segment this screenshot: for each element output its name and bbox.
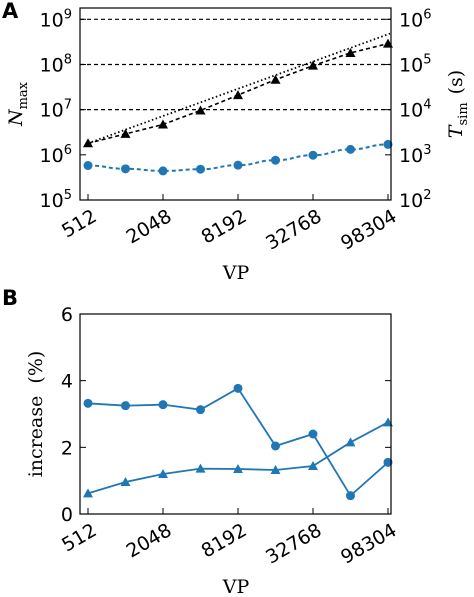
x-tick-label: 32768: [262, 205, 325, 254]
y-tick-label: 4: [61, 371, 73, 393]
panel-a-y-right-label: Tsim(s): [445, 70, 471, 138]
panel-a-markers: [83, 38, 393, 176]
x-tick-label: 2048: [123, 519, 176, 562]
data-point-circle: [346, 491, 355, 501]
y-right-tick-label: 106: [399, 7, 431, 31]
data-point-circle: [308, 429, 318, 439]
data-point-triangle: [158, 469, 168, 478]
data-point-triangle: [158, 119, 168, 129]
panel-b-label: B: [2, 286, 18, 310]
data-point-circle: [196, 164, 205, 174]
data-point-triangle: [345, 437, 356, 447]
data-point-circle: [121, 164, 130, 174]
x-tick-label: 32768: [262, 519, 325, 568]
y-tick-label: 0: [61, 504, 73, 526]
data-point-triangle: [83, 488, 93, 498]
panel-a-y-left-ticks: 105 106 107 108 109: [40, 7, 86, 212]
data-point-circle: [233, 160, 243, 170]
y-right-tick-label: 105: [399, 52, 431, 76]
panel-b-x-label: VP: [222, 576, 250, 597]
panel-b-y-ticks: 0 2 4 6: [61, 304, 391, 526]
y-tick-label: 107: [40, 98, 72, 122]
panel-a-x-label: VP: [222, 262, 250, 284]
data-point-triangle: [195, 105, 206, 115]
data-point-triangle: [120, 477, 131, 486]
panel-b-markers: [83, 383, 393, 501]
data-point-triangle: [83, 138, 93, 148]
y-right-tick-label: 103: [399, 143, 431, 167]
data-point-triangle: [308, 461, 318, 470]
panel-b-x-ticks: 512 2048 8192 32768 98304: [58, 508, 401, 569]
y-right-tick-label: 102: [399, 188, 431, 212]
data-point-triangle: [270, 74, 281, 84]
y-tick-label: 2: [61, 437, 73, 459]
data-point-circle: [271, 155, 280, 165]
data-point-circle: [83, 161, 93, 171]
data-point-triangle: [233, 464, 243, 473]
data-point-circle: [346, 144, 355, 154]
panel-b-plot-frame: [79, 313, 392, 515]
x-tick-label: 8192: [198, 205, 251, 248]
x-tick-label: 512: [58, 205, 100, 242]
panel-a-y-left-label: Nmax: [5, 81, 31, 127]
y-right-tick-label: 104: [399, 98, 431, 122]
data-point-circle: [233, 383, 243, 393]
y-tick-label: 109: [40, 7, 72, 31]
y-tick-label: 105: [40, 188, 72, 212]
panel-a-x-ticks: 512 2048 8192 32768 98304: [58, 194, 401, 255]
data-point-circle: [308, 150, 318, 160]
y-tick-label: 108: [40, 52, 72, 76]
panel-a: A 105 106 107 108 109 102 103 104 105 106 512 204…: [2, 0, 471, 284]
data-point-circle: [158, 400, 168, 410]
panel-a-gridlines: [80, 18, 391, 111]
data-point-circle: [121, 401, 130, 411]
x-tick-label: 98304: [337, 205, 400, 254]
data-point-circle: [383, 139, 393, 149]
data-point-circle: [383, 457, 393, 467]
data-point-circle: [196, 405, 205, 415]
data-point-triangle: [120, 128, 131, 138]
panel-a-series-lines: [87, 32, 391, 172]
panel-b-series-lines: [87, 387, 389, 498]
panel-a-plot-frame: [79, 7, 392, 201]
fit-line: [87, 32, 391, 145]
data-point-circle: [83, 398, 93, 408]
x-tick-label: 2048: [123, 205, 176, 248]
data-point-triangle: [345, 47, 356, 57]
x-tick-label: 98304: [337, 519, 400, 568]
panel-a-y-right-ticks: 102 103 104 105 106: [385, 7, 431, 212]
data-point-triangle: [308, 60, 318, 70]
data-point-circle: [271, 441, 280, 451]
x-tick-label: 8192: [198, 519, 251, 562]
data-point-circle: [158, 166, 168, 176]
panel-a-label: A: [2, 0, 19, 23]
data-point-triangle: [270, 465, 281, 474]
y-tick-label: 106: [40, 143, 72, 167]
y-tick-label: 6: [61, 304, 73, 326]
data-point-triangle: [233, 90, 243, 100]
panel-b-y-label: increase (%): [25, 351, 47, 478]
data-point-triangle: [195, 463, 206, 473]
